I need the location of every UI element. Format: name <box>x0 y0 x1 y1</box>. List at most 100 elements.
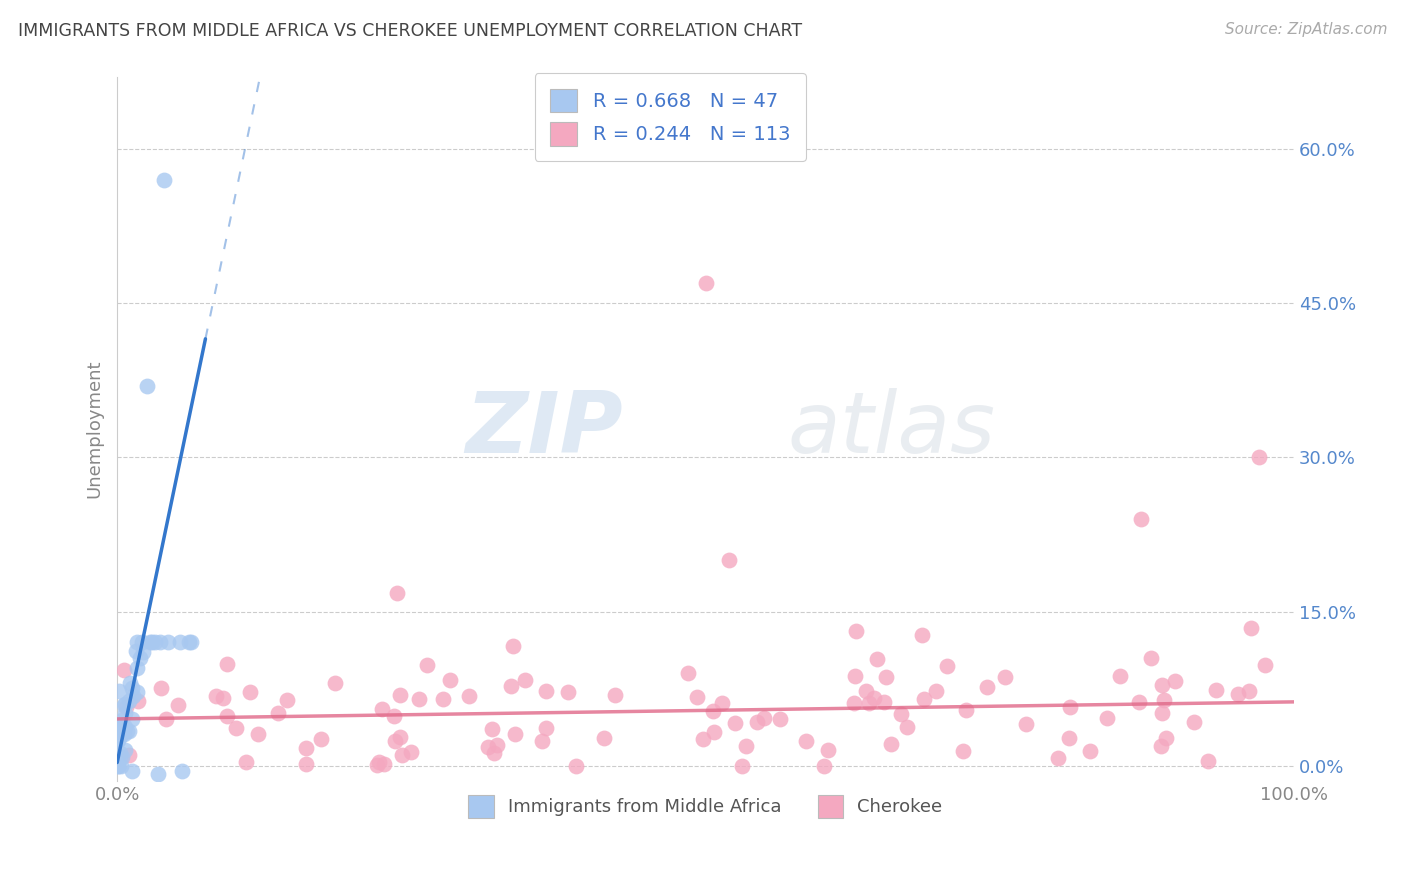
Point <box>686 690 709 705</box>
Point <box>692 731 714 746</box>
Point <box>896 720 918 734</box>
Point <box>416 657 439 672</box>
Point <box>439 673 461 688</box>
Point <box>366 757 388 772</box>
Point <box>205 689 228 703</box>
Point <box>149 635 172 649</box>
Text: ZIP: ZIP <box>465 388 623 471</box>
Point <box>212 691 235 706</box>
Point <box>481 722 503 736</box>
Point <box>121 764 143 778</box>
Point <box>754 711 776 725</box>
Point <box>225 721 247 735</box>
Point <box>530 733 553 747</box>
Point <box>121 712 143 726</box>
Point <box>845 624 868 639</box>
Point <box>817 742 839 756</box>
Point <box>936 659 959 673</box>
Point <box>711 696 734 710</box>
Point <box>855 683 877 698</box>
Point <box>129 651 152 665</box>
Point <box>1198 754 1220 768</box>
Point <box>912 692 935 706</box>
Point <box>120 676 142 690</box>
Point <box>110 719 132 733</box>
Point <box>371 702 394 716</box>
Point <box>118 723 141 738</box>
Text: atlas: atlas <box>787 388 995 471</box>
Point <box>1205 682 1227 697</box>
Point <box>121 681 143 696</box>
Point <box>813 758 835 772</box>
Point <box>112 664 135 678</box>
Point <box>695 276 717 290</box>
Point <box>107 758 129 772</box>
Point <box>384 733 406 747</box>
Point <box>955 703 977 717</box>
Point <box>702 704 724 718</box>
Point <box>325 675 347 690</box>
Point <box>593 731 616 745</box>
Point <box>866 651 889 665</box>
Point <box>111 713 134 727</box>
Text: IMMIGRANTS FROM MIDDLE AFRICA VS CHEROKEE UNEMPLOYMENT CORRELATION CHART: IMMIGRANTS FROM MIDDLE AFRICA VS CHEROKE… <box>18 22 803 40</box>
Point <box>276 693 298 707</box>
Point <box>235 755 257 769</box>
Point <box>994 670 1017 684</box>
Point <box>177 635 200 649</box>
Point <box>718 553 741 567</box>
Point <box>557 684 579 698</box>
Point <box>267 706 290 720</box>
Point <box>408 692 430 706</box>
Point <box>107 684 129 698</box>
Point <box>879 737 901 751</box>
Point <box>107 733 129 747</box>
Point <box>1128 695 1150 709</box>
Point <box>1080 744 1102 758</box>
Point <box>432 691 454 706</box>
Point <box>385 586 408 600</box>
Point <box>388 730 411 744</box>
Point <box>373 757 395 772</box>
Point <box>1254 658 1277 673</box>
Point <box>125 644 148 658</box>
Point <box>1150 739 1173 753</box>
Point <box>731 758 754 772</box>
Point <box>239 685 262 699</box>
Point <box>502 639 524 653</box>
Legend: Immigrants from Middle Africa, Cherokee: Immigrants from Middle Africa, Cherokee <box>461 789 950 825</box>
Point <box>110 716 132 731</box>
Point <box>890 707 912 722</box>
Point <box>170 764 193 778</box>
Point <box>114 706 136 721</box>
Point <box>114 697 136 711</box>
Point <box>1109 669 1132 683</box>
Point <box>1239 684 1261 698</box>
Point <box>215 657 238 671</box>
Point <box>153 173 176 187</box>
Point <box>844 696 866 710</box>
Point <box>1095 711 1118 725</box>
Point <box>115 700 138 714</box>
Text: Source: ZipAtlas.com: Source: ZipAtlas.com <box>1225 22 1388 37</box>
Point <box>114 743 136 757</box>
Point <box>676 665 699 680</box>
Point <box>1153 692 1175 706</box>
Point <box>311 731 333 746</box>
Point <box>858 697 880 711</box>
Point <box>131 635 153 649</box>
Point <box>108 723 131 738</box>
Point <box>118 694 141 708</box>
Point <box>167 698 190 712</box>
Point <box>911 628 934 642</box>
Point <box>141 635 163 649</box>
Point <box>115 723 138 738</box>
Point <box>389 688 412 702</box>
Point <box>503 727 526 741</box>
Point <box>565 758 588 772</box>
Point <box>391 748 413 763</box>
Point <box>368 755 391 769</box>
Point <box>1227 687 1250 701</box>
Point <box>1152 706 1174 721</box>
Point <box>169 635 191 649</box>
